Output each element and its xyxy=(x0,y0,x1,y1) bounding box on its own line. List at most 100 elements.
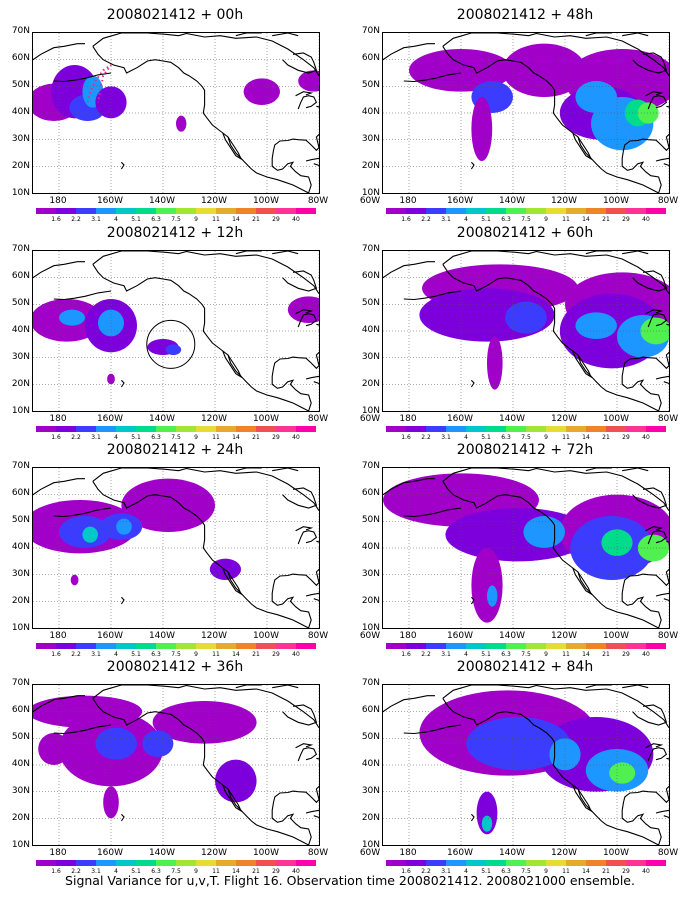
lat-tick-label: 70N xyxy=(361,26,380,36)
colorbar-swatch xyxy=(566,208,586,214)
variance-map xyxy=(382,250,670,412)
lat-tick-label: 70N xyxy=(11,678,30,688)
coastline xyxy=(442,698,659,845)
colorbar-label: 21 xyxy=(252,651,260,658)
colorbar-label: 4 xyxy=(114,868,118,875)
colorbar-swatch xyxy=(116,426,136,432)
lon-tick-label: 180 xyxy=(49,196,67,206)
colorbar-swatch xyxy=(216,426,236,432)
colorbar-label: 1.6 xyxy=(51,868,61,875)
colorbar-label: 21 xyxy=(602,434,610,441)
lat-tick-label: 50N xyxy=(11,298,30,308)
colorbar-swatch xyxy=(296,643,316,649)
colorbar-swatch xyxy=(586,426,606,432)
variance-map xyxy=(382,32,670,194)
lat-tick-label: 30N xyxy=(11,134,30,144)
coastline xyxy=(53,72,112,83)
colorbar-swatch xyxy=(546,208,566,214)
colorbar-swatch xyxy=(136,208,156,214)
colorbar-label: 29 xyxy=(622,216,630,223)
coastline xyxy=(632,487,668,509)
colorbar-label: 7.5 xyxy=(171,868,181,875)
coastline xyxy=(33,695,85,713)
colorbar-label: 29 xyxy=(272,868,280,875)
coastline xyxy=(33,478,85,496)
colorbar-label: 21 xyxy=(602,216,610,223)
coastline xyxy=(622,251,649,255)
coastline xyxy=(403,290,462,301)
colorbar-label: 5.1 xyxy=(481,216,491,223)
lon-tick-label: 140W xyxy=(148,196,176,206)
colorbar-label: 29 xyxy=(622,434,630,441)
panel-title: 2008021412 + 48h xyxy=(456,7,594,23)
colorbar xyxy=(386,860,666,866)
colorbar-swatch xyxy=(236,643,256,649)
coastline xyxy=(383,478,435,496)
variance-contour xyxy=(487,336,503,390)
colorbar-swatch xyxy=(276,426,296,432)
colorbar-swatch xyxy=(486,208,506,214)
colorbar-label: 7.5 xyxy=(521,434,531,441)
lat-tick-label: 10N xyxy=(361,840,380,850)
variance-contour xyxy=(70,574,79,586)
colorbar-label: 1.6 xyxy=(401,868,411,875)
coastline xyxy=(53,290,112,301)
lon-tick-label: 60W xyxy=(359,196,381,206)
lon-tick-label: 100W xyxy=(602,414,630,424)
colorbar-label: 21 xyxy=(602,651,610,658)
coastline xyxy=(645,526,664,532)
coastline xyxy=(442,481,659,628)
colorbar-swatch xyxy=(426,208,446,214)
variance-contour xyxy=(609,762,636,784)
coastline xyxy=(305,809,319,819)
colorbar-swatch xyxy=(546,426,566,432)
colorbar-swatch xyxy=(236,208,256,214)
lat-tick-label: 50N xyxy=(11,515,30,525)
map-panel: 2008021412 + 36h 70N 60N 50N 40N 30N 20N 10N 180… xyxy=(0,658,380,876)
coastline xyxy=(305,157,319,167)
lon-tick-label: 100W xyxy=(252,631,280,641)
colorbar-label: 40 xyxy=(292,868,300,875)
variance-contour xyxy=(481,815,493,832)
coastline xyxy=(316,540,319,543)
lat-tick-label: 50N xyxy=(361,80,380,90)
colorbar-swatch xyxy=(446,643,466,649)
variance-map xyxy=(32,467,320,629)
colorbar-label: 6.3 xyxy=(501,216,511,223)
colorbar-swatch xyxy=(136,426,156,432)
colorbar-label: 6.3 xyxy=(501,651,511,658)
lat-tick-label: 10N xyxy=(361,188,380,198)
lat-tick-label: 60N xyxy=(361,53,380,63)
colorbar-label: 9 xyxy=(194,434,198,441)
colorbar-label: 6.3 xyxy=(151,216,161,223)
coastline xyxy=(222,132,243,161)
lon-tick-label: 120W xyxy=(200,631,228,641)
colorbar-swatch xyxy=(526,208,546,214)
colorbar-swatch xyxy=(36,643,56,649)
colorbar-label: 29 xyxy=(622,868,630,875)
colorbar-label: 4 xyxy=(114,651,118,658)
lat-tick-label: 20N xyxy=(11,161,30,171)
lat-tick-label: 70N xyxy=(361,461,380,471)
lat-tick-label: 30N xyxy=(361,352,380,362)
colorbar-swatch xyxy=(256,208,276,214)
lat-tick-label: 60N xyxy=(361,705,380,715)
lat-tick-label: 50N xyxy=(11,732,30,742)
coastline xyxy=(403,72,462,83)
coastline xyxy=(272,468,299,472)
colorbar-swatch xyxy=(296,860,316,866)
coastline xyxy=(655,375,669,385)
colorbar-label: 21 xyxy=(602,868,610,875)
coastline xyxy=(647,747,668,762)
colorbar-swatch xyxy=(136,860,156,866)
colorbar-swatch xyxy=(196,208,216,214)
colorbar-label: 1.6 xyxy=(51,216,61,223)
colorbar-label: 21 xyxy=(252,434,260,441)
colorbar-swatch xyxy=(566,860,586,866)
coastline xyxy=(120,813,125,822)
coastline xyxy=(622,685,649,689)
colorbar-swatch xyxy=(156,643,176,649)
coastline xyxy=(92,481,309,628)
colorbar-swatch xyxy=(136,643,156,649)
lon-tick-label: 140W xyxy=(498,631,526,641)
